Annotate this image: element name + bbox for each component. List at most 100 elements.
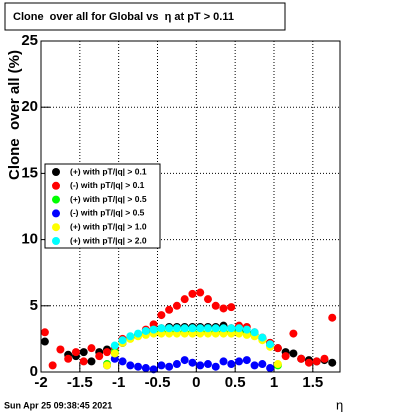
chart-title: Clone over all for Global vs η at pT > 0… <box>13 11 234 23</box>
data-point <box>196 361 205 370</box>
data-point <box>149 325 158 334</box>
data-point <box>110 349 119 358</box>
data-point <box>172 301 181 310</box>
data-point <box>180 324 189 333</box>
data-point <box>103 348 112 357</box>
data-point <box>126 332 135 341</box>
legend-marker <box>52 223 60 232</box>
data-point <box>188 324 197 333</box>
legend-marker <box>52 168 60 176</box>
x-tick-label: 1.5 <box>302 374 323 391</box>
data-point <box>203 295 212 304</box>
data-point <box>289 329 298 338</box>
legend-label: (+) with pT/|q| > 0.1 <box>70 166 147 176</box>
data-point <box>56 345 65 354</box>
data-point <box>227 324 236 333</box>
data-point <box>118 357 127 366</box>
data-point <box>165 305 174 314</box>
data-point <box>266 364 275 373</box>
data-point <box>273 344 282 353</box>
data-point <box>40 337 49 346</box>
x-tick-label: -1 <box>112 374 125 391</box>
data-point <box>87 357 96 366</box>
data-point <box>258 333 267 342</box>
data-point <box>103 361 112 370</box>
y-tick-label: 5 <box>30 297 38 314</box>
legend-box <box>44 163 161 249</box>
data-point <box>235 357 244 366</box>
data-point <box>211 324 220 333</box>
data-point <box>165 362 174 371</box>
legend-marker <box>52 195 60 204</box>
x-tick-label: 0 <box>192 374 200 391</box>
data-point <box>242 356 251 365</box>
x-tick-label: 1 <box>270 374 278 391</box>
legend-label: (+) with pT/|q| > 2.0 <box>70 235 147 245</box>
data-point <box>219 304 228 313</box>
data-point <box>312 357 321 366</box>
legend-marker <box>52 237 60 245</box>
data-point <box>180 295 189 304</box>
plot-area <box>40 288 337 374</box>
data-point <box>87 344 96 353</box>
data-point <box>258 360 267 369</box>
y-axis-label: Clone over all (%) <box>6 50 23 180</box>
data-point <box>211 362 220 371</box>
x-axis-label: η <box>336 397 343 412</box>
x-tick-label: -0.5 <box>145 374 171 391</box>
x-tick-label: 0.5 <box>225 374 246 391</box>
data-point <box>165 324 174 333</box>
data-point <box>172 324 181 333</box>
data-point <box>48 361 57 370</box>
data-point <box>266 340 275 349</box>
data-point <box>126 361 135 370</box>
data-point <box>328 358 337 367</box>
y-tick-label: 20 <box>21 98 38 115</box>
legend-label: (+) with pT/|q| > 0.5 <box>70 194 147 204</box>
data-point <box>180 356 189 365</box>
title-box <box>4 2 286 31</box>
data-point <box>95 352 104 361</box>
y-tick-label: 25 <box>21 32 38 49</box>
data-point <box>250 328 259 337</box>
data-point <box>219 324 228 333</box>
data-point <box>289 349 298 358</box>
data-point <box>110 341 119 350</box>
data-point <box>250 361 259 370</box>
data-point <box>235 324 244 333</box>
data-point <box>227 360 236 369</box>
data-point <box>304 358 313 367</box>
legend-label: (+) with pT/|q| > 1.0 <box>70 221 147 231</box>
y-tick-label: 15 <box>21 164 38 181</box>
data-point <box>64 354 73 363</box>
legend-marker <box>52 209 60 218</box>
data-point <box>172 360 181 369</box>
legend-marker <box>52 181 60 190</box>
data-point <box>242 325 251 334</box>
data-point <box>134 362 143 371</box>
y-tick-label: 0 <box>30 363 38 380</box>
date-stamp: Sun Apr 25 09:38:45 2021 <box>4 400 112 410</box>
data-point <box>141 364 150 373</box>
data-point <box>211 301 220 310</box>
data-point <box>149 365 158 374</box>
data-point <box>203 324 212 333</box>
data-point <box>273 360 282 369</box>
data-point <box>157 311 166 320</box>
legend-label: (-) with pT/|q| > 0.1 <box>70 180 145 190</box>
data-point <box>219 357 228 366</box>
data-point <box>196 288 205 297</box>
x-tick-label: -1.5 <box>67 374 93 391</box>
data-point <box>118 336 127 345</box>
data-point <box>328 313 337 322</box>
data-point <box>196 324 205 333</box>
y-tick-label: 10 <box>21 231 38 248</box>
data-point <box>281 352 290 361</box>
data-point <box>157 324 166 333</box>
data-point <box>203 360 212 369</box>
data-point <box>297 354 306 363</box>
data-point <box>157 361 166 370</box>
legend-label: (-) with pT/|q| > 0.5 <box>70 208 145 218</box>
data-point <box>141 326 150 335</box>
